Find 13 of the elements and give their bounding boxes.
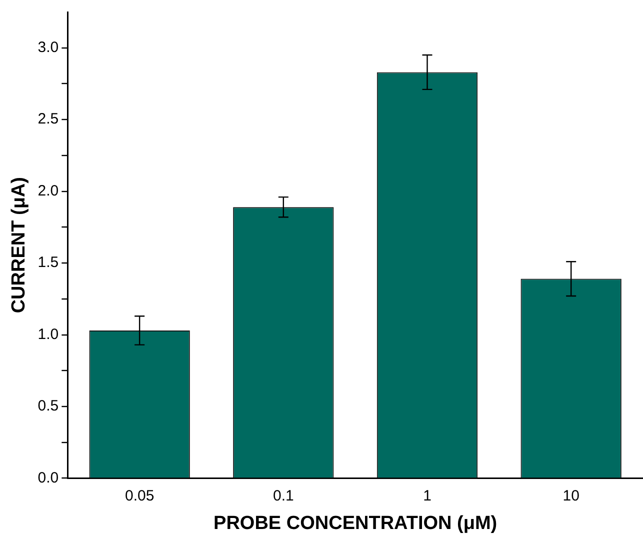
y-tick-label: 1.5 <box>38 254 59 272</box>
x-axis-title: PROBE CONCENTRATION (μM) <box>214 512 498 534</box>
x-tick-label: 0.1 <box>272 487 294 504</box>
y-tick-label: 0.0 <box>38 469 59 486</box>
y-axis-title: CURRENT (μA) <box>8 177 30 314</box>
y-tick-label: 0.5 <box>38 398 59 415</box>
y-tick-label: 3.0 <box>38 39 59 56</box>
x-tick-label: 10 <box>562 487 580 504</box>
x-tick-label: 1 <box>423 487 432 504</box>
y-tick-label: 1.0 <box>38 326 59 343</box>
x-tick-label: 0.05 <box>124 487 154 504</box>
y-tick-label: 2.5 <box>38 110 59 128</box>
y-tick-label: 2.0 <box>38 182 59 200</box>
